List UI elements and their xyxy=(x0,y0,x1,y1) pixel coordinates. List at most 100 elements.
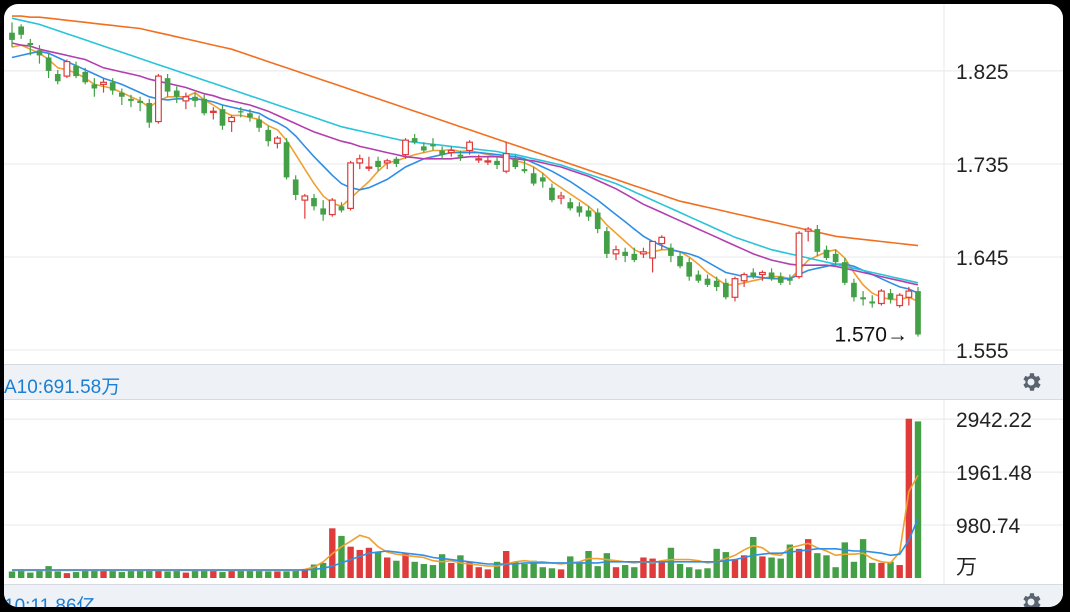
candle-body-down xyxy=(695,274,702,281)
volume-bar xyxy=(658,561,665,578)
candle-body-up xyxy=(877,290,885,305)
candle-body-up xyxy=(731,278,739,298)
volume-bar xyxy=(832,567,839,578)
candle-body-down xyxy=(457,154,464,157)
volume-bar xyxy=(869,562,876,578)
candle-body-down xyxy=(265,129,272,142)
candle-body-down xyxy=(787,278,793,281)
candle-body-down xyxy=(420,146,427,151)
candle-body-down xyxy=(311,198,317,207)
candle-body-down xyxy=(567,202,574,209)
candle-body-up xyxy=(484,160,492,163)
price-moving-averages xyxy=(11,15,919,303)
ma20-line xyxy=(11,42,919,286)
candle-body-down xyxy=(530,173,537,184)
candlesticks xyxy=(9,22,921,337)
volume-bar xyxy=(850,561,858,578)
candle-body-up xyxy=(896,294,904,307)
volume-bar xyxy=(594,566,601,578)
candle-body-up xyxy=(475,158,483,161)
volume-bar xyxy=(374,552,382,578)
candle-body-up xyxy=(383,160,391,164)
chart-window: 1.825 1.735 1.645 1.555 1.570→ 2942.22 1961.4… xyxy=(4,4,1063,607)
candle-body-down xyxy=(494,160,500,165)
volume-bar xyxy=(667,547,675,578)
candle-body-up xyxy=(63,61,71,77)
volume-bar xyxy=(823,555,830,578)
candle-body-down xyxy=(18,26,24,35)
volume-bar xyxy=(466,561,473,578)
candle-body-down xyxy=(915,291,921,335)
candle-body-up xyxy=(447,149,455,154)
volume-bar xyxy=(54,571,61,578)
gear-icon[interactable] xyxy=(1019,370,1043,394)
volume-bar xyxy=(146,569,153,578)
volume-bar xyxy=(731,559,739,578)
candle-body-down xyxy=(713,280,720,287)
volume-axis: 2942.22 1961.48 980.74 万 xyxy=(956,409,1032,579)
volume-bar xyxy=(246,570,254,578)
candle-body-down xyxy=(549,187,555,201)
candle-body-down xyxy=(73,65,79,77)
candle-body-up xyxy=(356,158,364,164)
volume-bar xyxy=(402,553,409,578)
volume-bar xyxy=(173,569,180,578)
candle-body-up xyxy=(273,137,281,144)
candle-body-down xyxy=(722,282,729,298)
candle-body-down xyxy=(585,210,592,217)
volume-tick-label: 980.74 xyxy=(956,515,1021,538)
last-price-annotation: 1.570→ xyxy=(834,323,908,346)
candle-body-down xyxy=(860,297,866,300)
candle-body-down xyxy=(668,247,674,256)
volume-bar xyxy=(740,555,748,578)
candle-body-down xyxy=(604,231,610,254)
volume-bar xyxy=(475,567,482,578)
candle-body-down xyxy=(36,50,43,56)
volume-bar xyxy=(750,536,757,578)
candle-body-down xyxy=(164,78,171,92)
volume-bar xyxy=(804,539,812,578)
gear-icon[interactable] xyxy=(1019,590,1043,607)
volume-bar xyxy=(841,542,848,578)
candle-body-up xyxy=(182,96,190,102)
volume-bar xyxy=(576,561,583,578)
volume-bar xyxy=(301,569,309,578)
volume-bar xyxy=(814,553,821,578)
price-tick-label: 1.735 xyxy=(956,154,1009,177)
volume-bar xyxy=(310,564,318,578)
candle-body-down xyxy=(631,253,638,261)
volume-bar xyxy=(36,570,43,578)
candle-body-up xyxy=(466,141,474,152)
candle-body-down xyxy=(686,262,693,277)
price-axis: 1.825 1.735 1.645 1.555 1.570→ xyxy=(834,61,1008,363)
volume-bar xyxy=(255,570,263,578)
volume-bar xyxy=(768,557,775,578)
candle-body-down xyxy=(750,272,757,277)
volume-bar xyxy=(548,568,556,578)
volume-bar xyxy=(676,563,684,578)
candle-body-down xyxy=(768,272,775,279)
candle-body-down xyxy=(393,158,400,164)
volume-bar xyxy=(448,562,455,578)
volume-bar xyxy=(127,570,135,578)
volume-tick-label: 1961.48 xyxy=(956,462,1032,485)
candle-body-down xyxy=(128,98,134,101)
volume-bar xyxy=(82,570,89,578)
candle-body-down xyxy=(832,253,839,263)
candle-body-down xyxy=(192,96,198,101)
volume-bar xyxy=(237,569,244,578)
volume-bar xyxy=(777,558,784,578)
candle-body-up xyxy=(612,249,620,255)
volume-bar xyxy=(695,569,702,578)
volume-bar xyxy=(786,544,794,578)
candle-body-down xyxy=(851,282,857,298)
volume-bar xyxy=(109,570,116,578)
candle-body-up xyxy=(804,228,812,232)
candle-body-down xyxy=(677,255,683,267)
volume-bar xyxy=(484,569,492,578)
price-tick-label: 1.825 xyxy=(956,61,1009,84)
candle-body-down xyxy=(777,276,784,283)
candle-body-down xyxy=(247,113,253,118)
candle-body-up xyxy=(347,162,355,209)
candle-body-down xyxy=(320,208,326,215)
